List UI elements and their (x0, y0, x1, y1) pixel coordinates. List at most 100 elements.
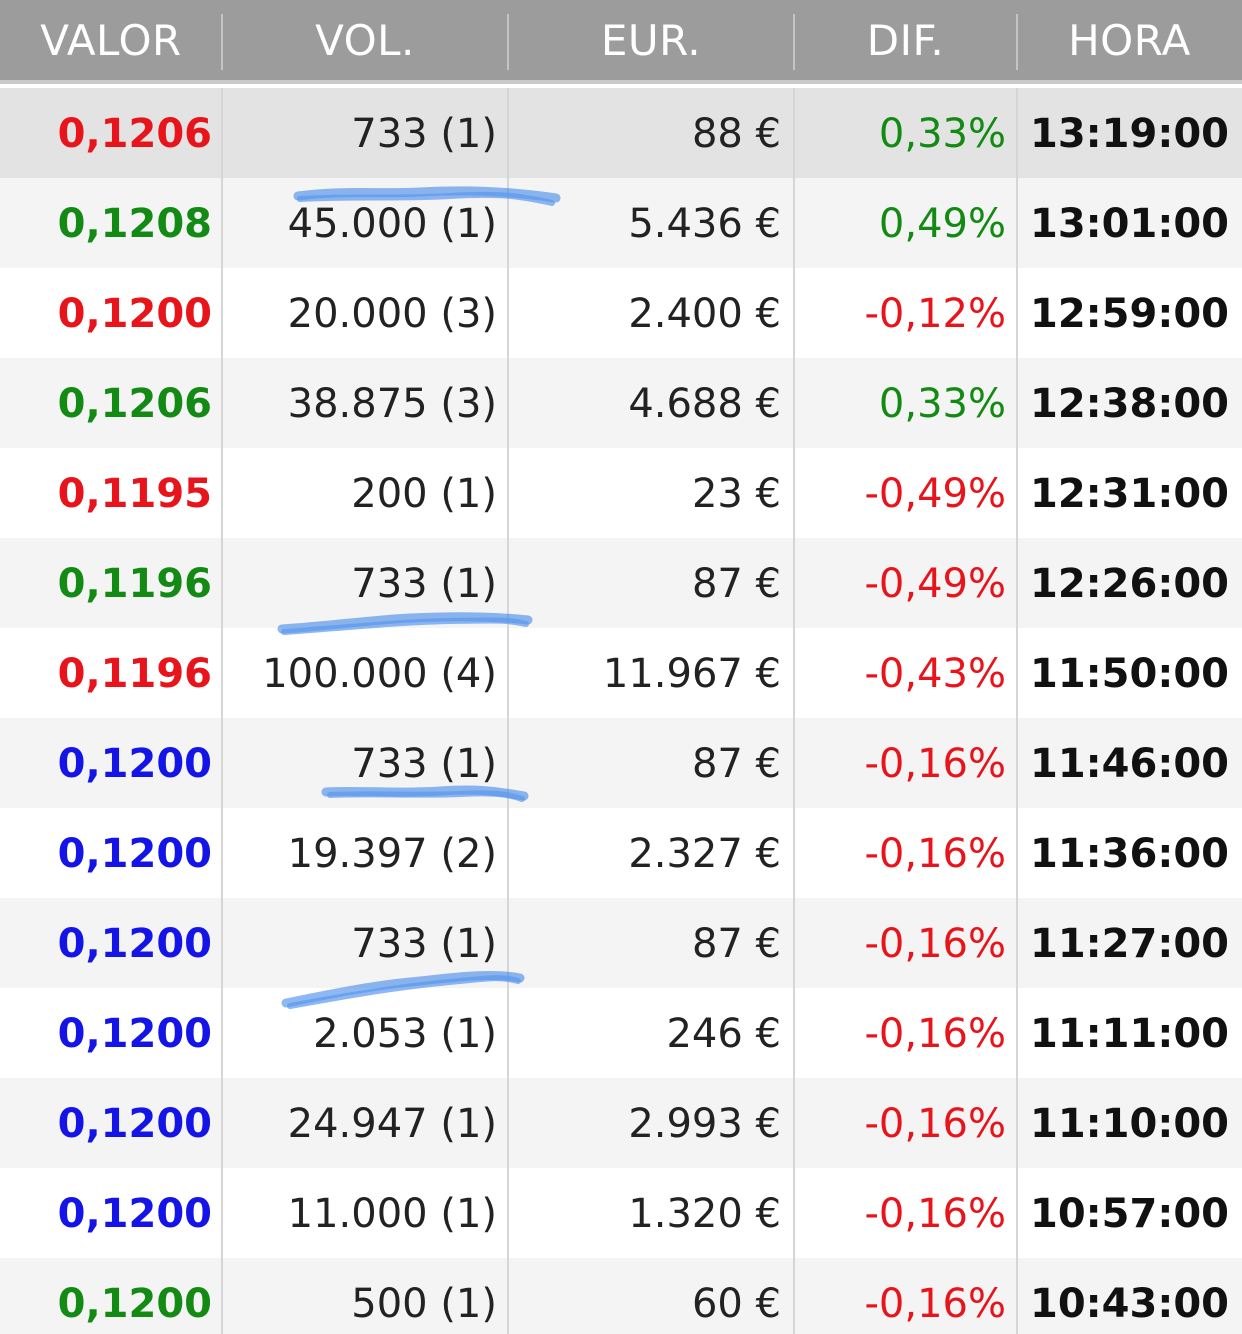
cell-hora: 10:43:00 (1030, 1281, 1229, 1327)
cell-dif: -0,16% (864, 1101, 1006, 1147)
table-row[interactable]: 0,1195 200 (1) 23 € -0,49% 12:31:00 (0, 448, 1242, 538)
cell-hora: 11:11:00 (1030, 1011, 1229, 1057)
cell-dif: -0,43% (864, 651, 1006, 697)
cell-vol: 11.000 (1) (287, 1191, 497, 1237)
header-divider (1016, 14, 1018, 70)
cell-eur: 88 € (691, 111, 781, 157)
table-row[interactable]: 0,1200 733 (1) 87 € -0,16% 11:46:00 (0, 718, 1242, 808)
cell-vol: 200 (1) (351, 471, 497, 517)
cell-hora: 12:31:00 (1030, 471, 1229, 517)
cell-hora: 12:59:00 (1030, 291, 1229, 337)
cell-valor: 0,1206 (57, 111, 212, 157)
table-row[interactable]: 0,1200 20.000 (3) 2.400 € -0,12% 12:59:00 (0, 268, 1242, 358)
header-divider (507, 14, 509, 70)
cell-eur: 23 € (691, 471, 781, 517)
cell-vol: 45.000 (1) (287, 201, 497, 247)
cell-valor: 0,1200 (57, 921, 212, 967)
cell-valor: 0,1200 (57, 1191, 212, 1237)
cell-dif: -0,16% (864, 831, 1006, 877)
column-divider (793, 88, 795, 1334)
cell-hora: 12:26:00 (1030, 561, 1229, 607)
cell-hora: 11:10:00 (1030, 1101, 1229, 1147)
cell-vol: 100.000 (4) (262, 651, 497, 697)
table-row[interactable]: 0,1200 11.000 (1) 1.320 € -0,16% 10:57:00 (0, 1168, 1242, 1258)
cell-valor: 0,1200 (57, 291, 212, 337)
cell-vol: 38.875 (3) (287, 381, 497, 427)
cell-dif: -0,16% (864, 1011, 1006, 1057)
table-row[interactable]: 0,1200 24.947 (1) 2.993 € -0,16% 11:10:00 (0, 1078, 1242, 1168)
header-divider (221, 14, 223, 70)
cell-eur: 87 € (691, 561, 781, 607)
cell-dif: -0,49% (864, 471, 1006, 517)
column-divider (507, 88, 509, 1334)
table-row[interactable]: 0,1200 733 (1) 87 € -0,16% 11:27:00 (0, 898, 1242, 988)
cell-vol: 733 (1) (351, 111, 497, 157)
cell-hora: 13:19:00 (1030, 111, 1229, 157)
cell-valor: 0,1200 (57, 831, 212, 877)
table-body: 0,1206 733 (1) 88 € 0,33% 13:19:00 0,1208 45.0… (0, 88, 1242, 1334)
table-row[interactable]: 0,1200 2.053 (1) 246 € -0,16% 11:11:00 (0, 988, 1242, 1078)
cell-dif: -0,16% (864, 1281, 1006, 1327)
cell-vol: 733 (1) (351, 561, 497, 607)
cell-dif: 0,49% (878, 201, 1006, 247)
cell-hora: 11:27:00 (1030, 921, 1229, 967)
cell-hora: 11:46:00 (1030, 741, 1229, 787)
cell-vol: 19.397 (2) (287, 831, 497, 877)
header-valor[interactable]: VALOR (40, 16, 182, 65)
cell-valor: 0,1208 (57, 201, 212, 247)
header-dif[interactable]: DIF. (866, 16, 945, 65)
cell-vol: 733 (1) (351, 741, 497, 787)
cell-dif: -0,16% (864, 741, 1006, 787)
cell-eur: 246 € (666, 1011, 781, 1057)
table-row[interactable]: 0,1200 19.397 (2) 2.327 € -0,16% 11:36:00 (0, 808, 1242, 898)
cell-dif: -0,16% (864, 1191, 1006, 1237)
cell-eur: 2.327 € (628, 831, 781, 877)
cell-eur: 87 € (691, 741, 781, 787)
header-hora[interactable]: HORA (1068, 16, 1191, 65)
table-row[interactable]: 0,1196 733 (1) 87 € -0,49% 12:26:00 (0, 538, 1242, 628)
cell-vol: 733 (1) (351, 921, 497, 967)
table-row[interactable]: 0,1208 45.000 (1) 5.436 € 0,49% 13:01:00 (0, 178, 1242, 268)
cell-dif: -0,12% (864, 291, 1006, 337)
cell-valor: 0,1200 (57, 1011, 212, 1057)
cell-vol: 20.000 (3) (287, 291, 497, 337)
cell-eur: 5.436 € (628, 201, 781, 247)
column-divider (221, 88, 223, 1334)
cell-dif: -0,16% (864, 921, 1006, 967)
cell-eur: 4.688 € (628, 381, 781, 427)
cell-valor: 0,1196 (57, 651, 212, 697)
cell-hora: 13:01:00 (1030, 201, 1229, 247)
cell-hora: 11:50:00 (1030, 651, 1229, 697)
cell-vol: 2.053 (1) (313, 1011, 497, 1057)
table-row[interactable]: 0,1200 500 (1) 60 € -0,16% 10:43:00 (0, 1258, 1242, 1334)
cell-valor: 0,1200 (57, 1281, 212, 1327)
cell-eur: 1.320 € (628, 1191, 781, 1237)
cell-hora: 10:57:00 (1030, 1191, 1229, 1237)
column-divider (1016, 88, 1018, 1334)
table-row[interactable]: 0,1196 100.000 (4) 11.967 € -0,43% 11:50:00 (0, 628, 1242, 718)
cell-dif: 0,33% (878, 111, 1006, 157)
cell-eur: 60 € (691, 1281, 781, 1327)
header-vol[interactable]: VOL. (315, 16, 415, 65)
cell-valor: 0,1196 (57, 561, 212, 607)
header-eur[interactable]: EUR. (600, 16, 702, 65)
cell-vol: 24.947 (1) (287, 1101, 497, 1147)
cell-eur: 2.400 € (628, 291, 781, 337)
cell-eur: 2.993 € (628, 1101, 781, 1147)
table-row[interactable]: 0,1206 733 (1) 88 € 0,33% 13:19:00 (0, 88, 1242, 178)
cell-valor: 0,1206 (57, 381, 212, 427)
cell-valor: 0,1200 (57, 741, 212, 787)
header-divider (793, 14, 795, 70)
cell-valor: 0,1200 (57, 1101, 212, 1147)
cell-hora: 12:38:00 (1030, 381, 1229, 427)
cell-eur: 87 € (691, 921, 781, 967)
table-row[interactable]: 0,1206 38.875 (3) 4.688 € 0,33% 12:38:00 (0, 358, 1242, 448)
cell-valor: 0,1195 (57, 471, 212, 517)
cell-hora: 11:36:00 (1030, 831, 1229, 877)
table-header: VALOR VOL. EUR. DIF. HORA (0, 0, 1242, 84)
cell-dif: 0,33% (878, 381, 1006, 427)
cell-vol: 500 (1) (351, 1281, 497, 1327)
cell-dif: -0,49% (864, 561, 1006, 607)
cell-eur: 11.967 € (602, 651, 781, 697)
